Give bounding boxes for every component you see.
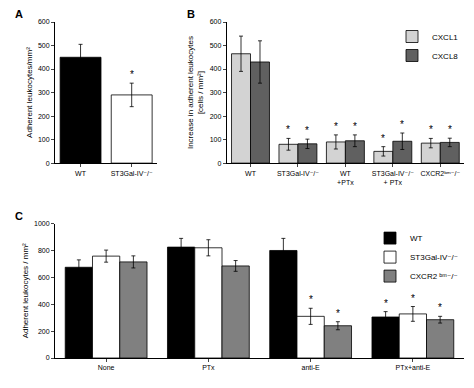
svg-text:300: 300 <box>38 89 50 96</box>
svg-text:200: 200 <box>38 113 50 120</box>
svg-text:None: None <box>98 364 115 371</box>
svg-text:*: * <box>334 121 338 132</box>
svg-text:A: A <box>15 8 23 20</box>
svg-text:ST3Gal-IV⁻/⁻: ST3Gal-IV⁻/⁻ <box>277 170 319 177</box>
svg-text:*: * <box>286 124 290 135</box>
svg-text:WT+PTx: WT+PTx <box>337 170 354 186</box>
svg-text:WT: WT <box>410 234 423 243</box>
svg-text:*: * <box>305 125 309 136</box>
svg-text:WT: WT <box>245 170 257 177</box>
svg-text:600: 600 <box>38 274 50 281</box>
svg-text:C: C <box>15 210 23 222</box>
svg-text:200: 200 <box>38 328 50 335</box>
svg-text:anti-E: anti-E <box>301 364 320 371</box>
svg-text:100: 100 <box>38 136 50 143</box>
svg-text:B: B <box>187 8 195 20</box>
svg-text:*: * <box>400 119 404 130</box>
svg-text:0: 0 <box>217 160 221 167</box>
svg-text:PTx+anti-E: PTx+anti-E <box>395 364 430 371</box>
svg-text:100: 100 <box>210 136 222 143</box>
svg-text:Adherent leukocytes / mm²: Adherent leukocytes / mm² <box>21 243 30 338</box>
svg-text:*: * <box>336 308 340 319</box>
svg-text:0: 0 <box>46 354 50 361</box>
svg-text:ST3Gal-IV⁻/⁻+ PTx: ST3Gal-IV⁻/⁻+ PTx <box>372 170 414 186</box>
svg-text:200: 200 <box>210 113 222 120</box>
svg-text:*: * <box>381 133 385 144</box>
svg-text:*: * <box>384 298 388 309</box>
svg-text:*: * <box>309 294 313 305</box>
svg-text:CXCR2 ᵇᵐ⁻/⁻: CXCR2 ᵇᵐ⁻/⁻ <box>410 272 458 281</box>
svg-text:500: 500 <box>210 42 222 49</box>
svg-text:Adherent leukocytes/mm²: Adherent leukocytes/mm² <box>25 47 34 138</box>
svg-text:0: 0 <box>46 160 50 167</box>
svg-text:ST3Gal-IV⁻/⁻: ST3Gal-IV⁻/⁻ <box>410 253 458 262</box>
svg-text:1000: 1000 <box>34 220 50 227</box>
svg-text:300: 300 <box>210 89 222 96</box>
svg-text:500: 500 <box>38 42 50 49</box>
svg-text:400: 400 <box>38 301 50 308</box>
svg-text:*: * <box>130 69 134 80</box>
svg-text:600: 600 <box>210 18 222 25</box>
svg-text:*: * <box>429 124 433 135</box>
svg-text:CXCL8: CXCL8 <box>432 52 458 61</box>
svg-text:CXCR2ᵇᵐ⁻/⁻: CXCR2ᵇᵐ⁻/⁻ <box>420 170 460 177</box>
svg-text:800: 800 <box>38 247 50 254</box>
svg-text:*: * <box>353 121 357 132</box>
svg-text:400: 400 <box>38 65 50 72</box>
svg-text:*: * <box>448 124 452 135</box>
svg-text:WT: WT <box>75 170 87 177</box>
svg-text:CXCL1: CXCL1 <box>432 33 458 42</box>
svg-text:600: 600 <box>38 18 50 25</box>
svg-text:400: 400 <box>210 65 222 72</box>
svg-text:PTx: PTx <box>202 364 215 371</box>
svg-text:ST3Gal-IV⁻/⁻: ST3Gal-IV⁻/⁻ <box>111 170 153 177</box>
svg-text:*: * <box>438 302 442 313</box>
svg-text:*: * <box>411 293 415 304</box>
svg-text:Increase in adherent leukocyte: Increase in adherent leukocytes[cells / … <box>186 36 205 149</box>
